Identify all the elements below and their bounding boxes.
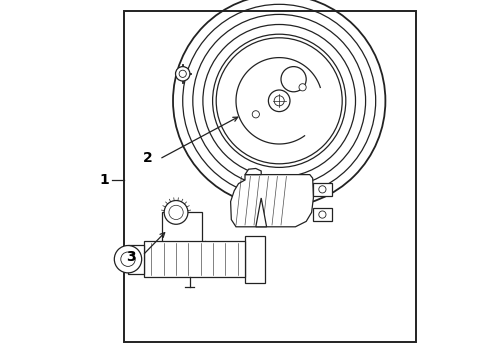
Polygon shape bbox=[245, 168, 261, 175]
Bar bbox=[128, 245, 144, 274]
Bar bbox=[124, 11, 416, 342]
Circle shape bbox=[114, 246, 142, 273]
Circle shape bbox=[269, 90, 290, 112]
Text: 2: 2 bbox=[143, 152, 153, 165]
Bar bbox=[162, 212, 202, 243]
Circle shape bbox=[319, 186, 326, 193]
Circle shape bbox=[175, 67, 190, 81]
Circle shape bbox=[252, 111, 259, 118]
Text: 1: 1 bbox=[100, 173, 109, 187]
Bar bbox=[144, 241, 245, 277]
Bar bbox=[313, 208, 333, 221]
Bar bbox=[245, 236, 265, 283]
Polygon shape bbox=[231, 175, 314, 227]
Text: 3: 3 bbox=[126, 251, 136, 264]
Circle shape bbox=[164, 201, 188, 224]
Polygon shape bbox=[256, 198, 267, 227]
Bar bbox=[313, 183, 333, 196]
Circle shape bbox=[216, 38, 342, 164]
Circle shape bbox=[299, 84, 306, 91]
Circle shape bbox=[319, 211, 326, 218]
